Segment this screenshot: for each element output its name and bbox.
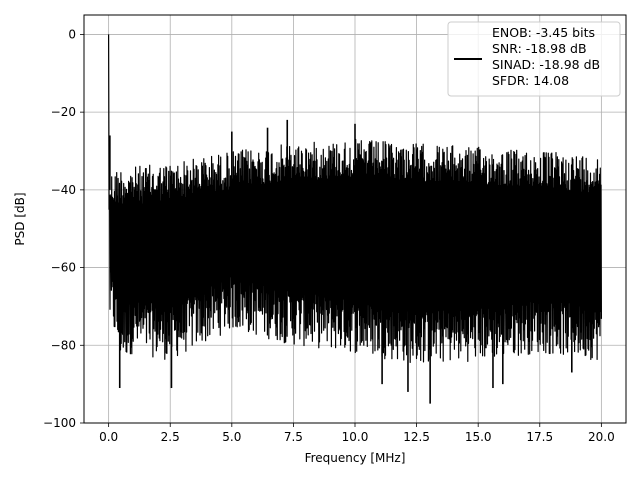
y-tick-label: −20 [51,105,76,119]
x-tick-label: 0.0 [99,430,118,444]
x-axis-label: Frequency [MHz] [305,451,406,465]
ticks: 0.0 2.5 5.0 7.5 10.0 12.5 15.0 17.5 20.0 0 −20 −40 −… [43,27,615,444]
x-tick-label: 17.5 [526,430,553,444]
y-tick-label: −100 [43,416,76,430]
x-tick-label: 10.0 [342,430,369,444]
x-tick-label: 15.0 [465,430,492,444]
plot-data-area [108,34,602,404]
legend-sinad: SINAD: -18.98 dB [492,57,600,72]
y-tick-label: −60 [51,261,76,275]
legend: ENOB: -3.45 bits SNR: -18.98 dB SINAD: -… [447,21,621,97]
y-axis-label: PSD [dB] [13,192,27,245]
y-tick-label: −80 [51,338,76,352]
x-tick-label: 5.0 [222,430,241,444]
y-tick-label: −40 [51,183,76,197]
psd-series-line [108,34,602,363]
x-tick-label: 7.5 [284,430,303,444]
x-tick-label: 12.5 [403,430,430,444]
x-tick-label: 2.5 [161,430,180,444]
legend-enob: ENOB: -3.45 bits [492,25,595,40]
legend-snr: SNR: -18.98 dB [492,41,587,56]
y-tick-label: 0 [68,27,76,41]
legend-box [447,21,621,97]
x-tick-label: 20.0 [588,430,615,444]
legend-sfdr: SFDR: 14.08 [492,73,569,88]
